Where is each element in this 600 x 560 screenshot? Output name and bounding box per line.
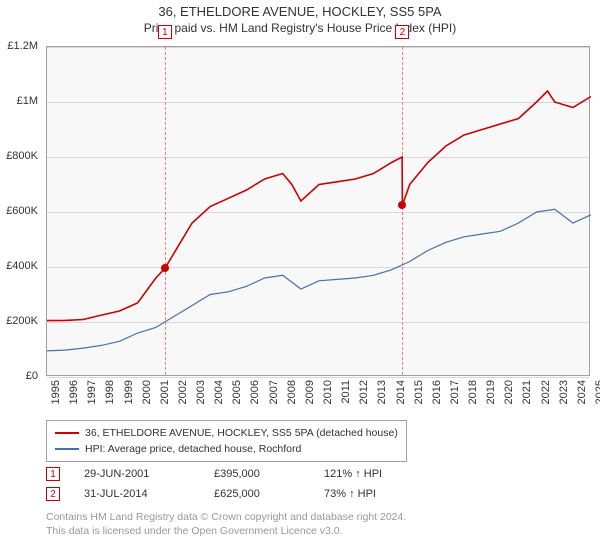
- x-axis-label: 1998: [104, 380, 116, 404]
- event-price: £395,000: [214, 468, 324, 480]
- footer-line2: This data is licensed under the Open Gov…: [46, 524, 406, 538]
- legend-swatch: [55, 432, 79, 434]
- y-axis-label: £400K: [0, 260, 38, 272]
- legend-item: 36, ETHELDORE AVENUE, HOCKLEY, SS5 5PA (…: [55, 425, 398, 441]
- legend-label: 36, ETHELDORE AVENUE, HOCKLEY, SS5 5PA (…: [85, 425, 398, 441]
- y-axis-label: £600K: [0, 205, 38, 217]
- legend-label: HPI: Average price, detached house, Roch…: [85, 441, 301, 457]
- x-axis-label: 2008: [286, 380, 298, 404]
- x-axis-label: 2021: [521, 380, 533, 404]
- x-axis-label: 2019: [485, 380, 497, 404]
- event-hpi: 121% ↑ HPI: [324, 468, 434, 480]
- y-axis-label: £1M: [0, 95, 38, 107]
- x-axis-label: 2025: [594, 380, 600, 404]
- x-axis-label: 2023: [558, 380, 570, 404]
- x-axis-label: 1999: [123, 380, 135, 404]
- series-property: [47, 91, 591, 321]
- legend-item: HPI: Average price, detached house, Roch…: [55, 441, 398, 457]
- series-hpi: [47, 209, 591, 351]
- x-axis-label: 2004: [213, 380, 225, 404]
- event-hpi: 73% ↑ HPI: [324, 488, 434, 500]
- event-date: 31-JUL-2014: [84, 488, 214, 500]
- y-axis-label: £1.2M: [0, 40, 38, 52]
- y-axis-label: £800K: [0, 150, 38, 162]
- y-axis-label: £200K: [0, 315, 38, 327]
- title-address: 36, ETHELDORE AVENUE, HOCKLEY, SS5 5PA: [0, 4, 600, 19]
- x-axis-label: 2000: [141, 380, 153, 404]
- event-row: 1 29-JUN-2001£395,000121% ↑ HPI: [46, 464, 434, 484]
- x-axis-label: 2010: [322, 380, 334, 404]
- x-axis-label: 2009: [304, 380, 316, 404]
- event-number-box: 1: [46, 467, 60, 481]
- x-axis-label: 2014: [395, 380, 407, 404]
- x-axis-label: 1996: [68, 380, 80, 404]
- x-axis-label: 2001: [159, 380, 171, 404]
- event-point: [161, 264, 169, 272]
- footer-line1: Contains HM Land Registry data © Crown c…: [46, 510, 406, 524]
- x-axis-label: 2020: [503, 380, 515, 404]
- x-axis-label: 2016: [431, 380, 443, 404]
- event-date: 29-JUN-2001: [84, 468, 214, 480]
- event-point: [398, 201, 406, 209]
- event-number-box: 2: [46, 487, 60, 501]
- event-price: £625,000: [214, 488, 324, 500]
- x-axis-label: 1995: [50, 380, 62, 404]
- plot-background: 12: [46, 46, 590, 376]
- x-axis-label: 2022: [540, 380, 552, 404]
- x-axis-label: 2013: [376, 380, 388, 404]
- x-axis-label: 2006: [249, 380, 261, 404]
- x-axis-label: 2002: [177, 380, 189, 404]
- chart-area: 12 £0£200K£400K£600K£800K£1M£1.2M 199519…: [46, 46, 590, 376]
- y-axis-label: £0: [0, 370, 38, 382]
- x-axis-label: 2011: [340, 380, 352, 404]
- series-lines: [47, 47, 591, 377]
- x-axis-label: 2018: [467, 380, 479, 404]
- chart-container: 36, ETHELDORE AVENUE, HOCKLEY, SS5 5PA P…: [0, 0, 600, 560]
- event-row: 2 31-JUL-2014£625,00073% ↑ HPI: [46, 484, 434, 504]
- x-axis-label: 2003: [195, 380, 207, 404]
- legend: 36, ETHELDORE AVENUE, HOCKLEY, SS5 5PA (…: [46, 420, 407, 462]
- x-axis-label: 2015: [413, 380, 425, 404]
- footer-attribution: Contains HM Land Registry data © Crown c…: [46, 510, 406, 538]
- x-axis-label: 2005: [231, 380, 243, 404]
- event-table: 1 29-JUN-2001£395,000121% ↑ HPI 2 31-JUL-20…: [46, 464, 434, 504]
- legend-swatch: [55, 448, 79, 450]
- title-subtitle: Price paid vs. HM Land Registry's House …: [0, 21, 600, 35]
- event-marker: 2: [395, 25, 409, 39]
- event-marker: 1: [158, 25, 172, 39]
- title-block: 36, ETHELDORE AVENUE, HOCKLEY, SS5 5PA P…: [0, 0, 600, 35]
- x-axis-label: 2007: [268, 380, 280, 404]
- x-axis-label: 2017: [449, 380, 461, 404]
- x-axis-label: 1997: [86, 380, 98, 404]
- gridline: [47, 377, 589, 378]
- x-axis-label: 2012: [358, 380, 370, 404]
- x-axis-label: 2024: [576, 380, 588, 404]
